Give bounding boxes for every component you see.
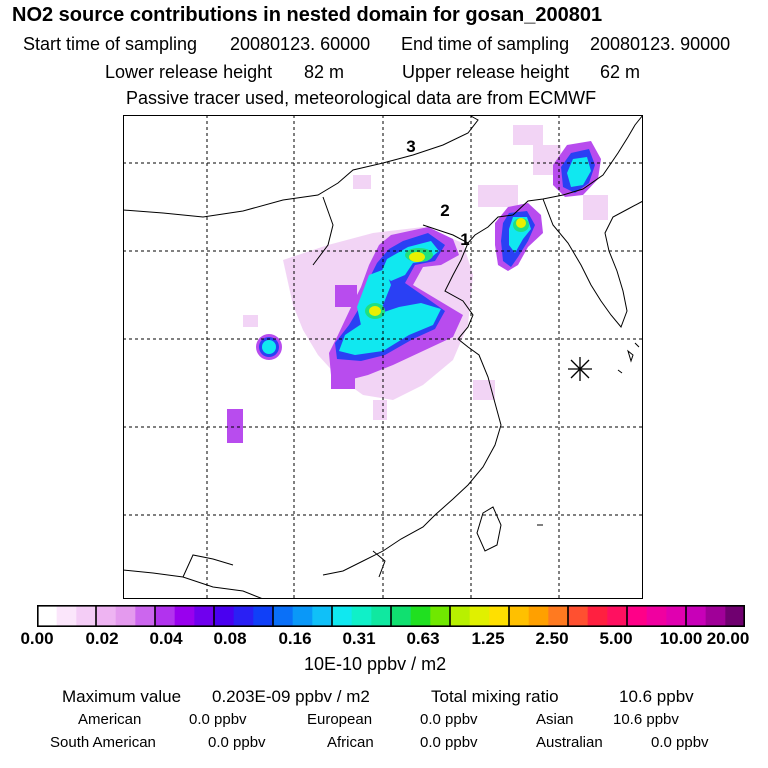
colorbar-cell — [233, 605, 254, 627]
tick-label: 0.02 — [85, 629, 119, 648]
colorbar-cell — [528, 605, 549, 627]
colorbar-cell — [725, 605, 745, 627]
point-label-2: 2 — [440, 201, 449, 220]
colorbar-cell — [37, 605, 58, 627]
tick-label: 5.00 — [599, 629, 633, 648]
colorbar-cell — [646, 605, 667, 627]
tick-label: 10.00 — [659, 629, 703, 648]
total-mixing-value: 10.6 ppbv — [619, 687, 694, 706]
region-name: American — [78, 711, 142, 728]
colorbar-cell — [607, 605, 628, 627]
region-name: Australian — [536, 734, 603, 751]
tick-label: 2.50 — [535, 629, 569, 648]
region-value: 0.0 ppbv — [189, 711, 247, 728]
colorbar-unit-label: 10E-10 ppbv / m2 — [304, 654, 447, 674]
colorbar-cell — [273, 605, 294, 627]
tick-label: 0.04 — [149, 629, 183, 648]
tick-label: 0.31 — [342, 629, 376, 648]
end-time-label: End time of sampling — [401, 34, 570, 54]
start-time-value: 20080123. 60000 — [230, 34, 371, 54]
map-panel: 1 2 3 — [123, 115, 643, 599]
colorbar-cell — [568, 605, 589, 627]
region-name: Asian — [536, 711, 574, 728]
tick-label: 20.00 — [706, 629, 750, 648]
region-name: South American — [50, 734, 156, 751]
colorbar-cell — [391, 605, 412, 627]
colorbar-cell — [548, 605, 569, 627]
lat-lon-grid — [123, 115, 643, 599]
tick-label: 0.16 — [278, 629, 312, 648]
lower-release-value: 82 m — [304, 62, 345, 82]
page-title: NO2 source contributions in nested domai… — [12, 4, 603, 26]
colorbar-cell — [705, 605, 726, 627]
colorbar-cell — [135, 605, 156, 627]
colorbar-cell — [666, 605, 687, 627]
max-value: 0.203E-09 ppbv / m2 — [212, 687, 370, 706]
region-value: 0.0 ppbv — [651, 734, 709, 751]
colorbar-cell — [253, 605, 274, 627]
region-value: 0.0 ppbv — [208, 734, 266, 751]
colorbar-cell — [509, 605, 530, 627]
region-value: 0.0 ppbv — [420, 711, 478, 728]
colorbar-cell — [292, 605, 313, 627]
region-name: European — [307, 711, 373, 728]
colorbar-cell — [312, 605, 333, 627]
colorbar-cell — [430, 605, 451, 627]
tick-label: 0.00 — [20, 629, 54, 648]
colorbar-cell — [351, 605, 372, 627]
total-mixing-label: Total mixing ratio — [431, 687, 559, 706]
colorbar-cell — [686, 605, 707, 627]
colorbar-cell — [174, 605, 195, 627]
colorbar-cell — [469, 605, 490, 627]
upper-release-value: 62 m — [600, 62, 641, 82]
tick-label: 0.63 — [406, 629, 440, 648]
tracer-note: Passive tracer used, meteorological data… — [126, 88, 597, 108]
coastlines — [123, 115, 643, 599]
start-time-label: Start time of sampling — [23, 34, 198, 54]
point-label-1: 1 — [460, 230, 469, 249]
upper-release-label: Upper release height — [402, 62, 570, 82]
map-frame — [123, 115, 643, 599]
colorbar-cells — [37, 605, 745, 627]
colorbar-cell — [332, 605, 353, 627]
colorbar-cell — [214, 605, 235, 627]
colorbar-dividers — [95, 605, 687, 627]
tick-label: 1.25 — [471, 629, 505, 648]
colorbar-cell — [489, 605, 510, 627]
region-value: 0.0 ppbv — [420, 734, 478, 751]
colorbar-cell — [96, 605, 117, 627]
region-name: African — [327, 734, 374, 751]
max-value-label: Maximum value — [62, 687, 182, 706]
colorbar-cell — [76, 605, 97, 627]
colorbar-cell — [587, 605, 608, 627]
colorbar-cell — [115, 605, 136, 627]
colorbar-cell — [155, 605, 176, 627]
colorbar-cell — [371, 605, 392, 627]
colorbar-cell — [627, 605, 648, 627]
end-time-value: 20080123. 90000 — [590, 34, 731, 54]
colorbar-cell — [194, 605, 215, 627]
gosan-receptor-icon — [568, 357, 592, 381]
point-label-3: 3 — [406, 137, 415, 156]
colorbar-cell — [410, 605, 431, 627]
tick-label: 0.08 — [213, 629, 247, 648]
colorbar — [37, 605, 745, 627]
lower-release-label: Lower release height — [105, 62, 273, 82]
colorbar-cell — [450, 605, 471, 627]
colorbar-cell — [56, 605, 77, 627]
region-value: 10.6 ppbv — [613, 711, 679, 728]
